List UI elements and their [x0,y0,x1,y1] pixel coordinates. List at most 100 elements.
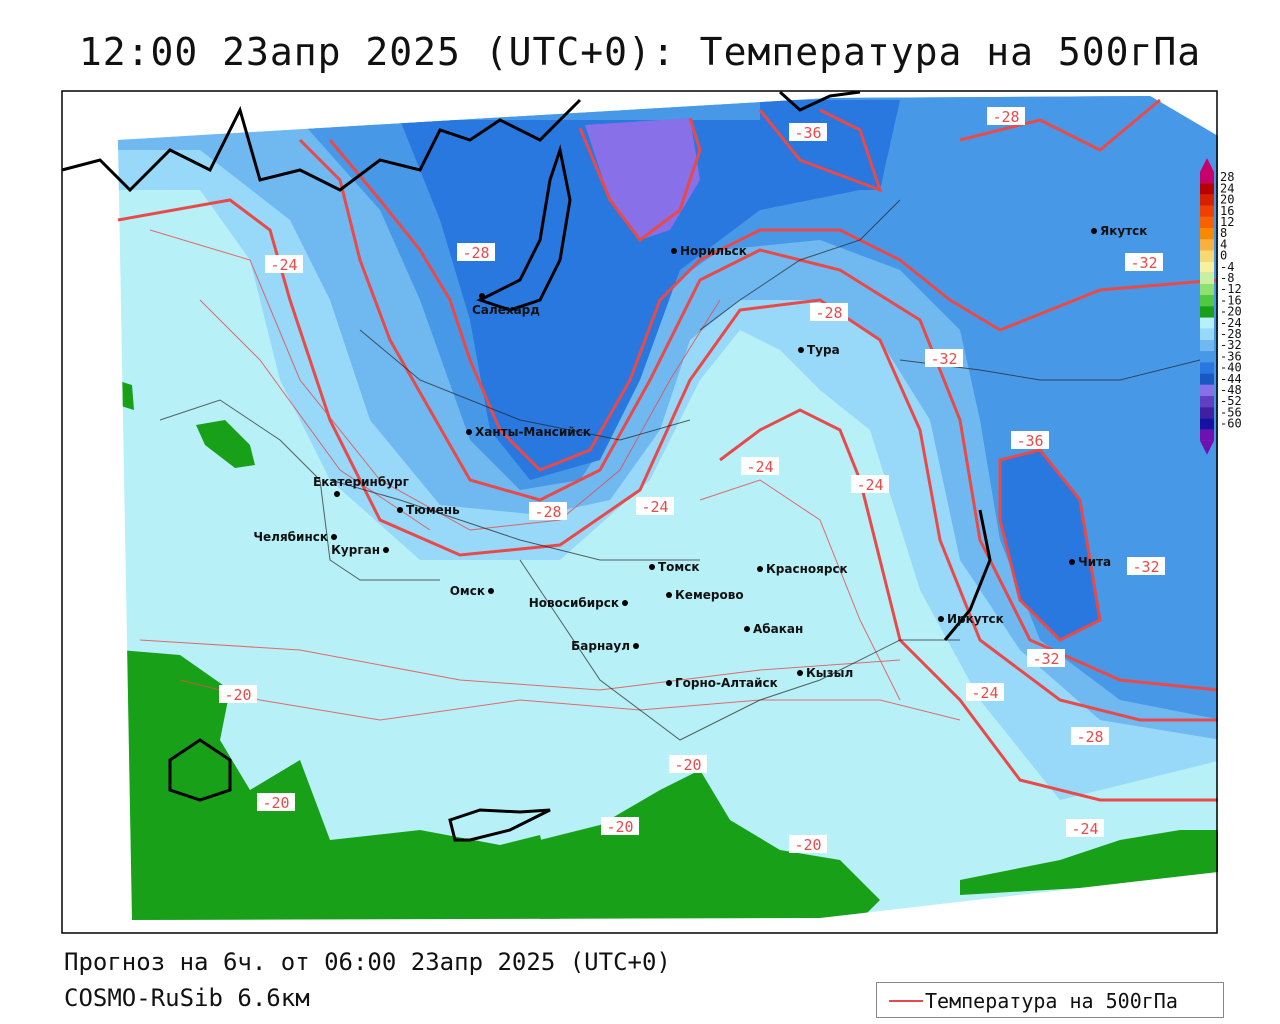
contour-label-bg [987,107,1025,125]
forecast-info: Прогноз на 6ч. от 06:00 23апр 2025 (UTC+… [64,948,671,976]
contour-label: -20 [794,836,821,854]
colorbar-tick-label: -28 [1220,327,1242,341]
city-dot [649,564,655,570]
city-dot [744,626,750,632]
colorbar-swatch [1200,317,1214,329]
city-label: Новосибирск [529,596,619,610]
contour-label: -32 [1032,650,1059,668]
contour-label: -36 [1016,432,1043,450]
city-label: Якутск [1100,224,1147,238]
colorbar-swatch [1200,306,1214,318]
contour-label-bg [966,683,1004,701]
colorbar-tick-label: 20 [1220,193,1234,207]
contour-labels: -28 -36 -28 -24 -32 -28 -32 -36 -32 -24 -24 -24 -28 -… [219,107,1165,854]
colorbar-tick-label: -12 [1220,282,1242,296]
colorbar-tick-label: 12 [1220,215,1234,229]
colorbar-tick-label: 4 [1220,237,1227,251]
contour-label: -36 [794,124,821,142]
colorbar-tick-label: -16 [1220,293,1242,307]
city-dot [938,616,944,622]
city-label: Норильск [680,244,747,258]
colorbar-swatch [1200,418,1214,430]
contour-label: -32 [930,350,957,368]
colorbar-tick-label: 8 [1220,226,1227,240]
contour-label: -28 [992,108,1019,126]
contour-label-bg [265,255,303,273]
contour-label-bg [601,817,639,835]
city-label: Екатеринбург [313,475,409,489]
city-dot [331,534,337,540]
city-dot [797,670,803,676]
colorbar-tick-label: 28 [1220,170,1234,184]
colorbar-swatch [1200,261,1214,273]
contour-label-bg [789,835,827,853]
city-label: Кызыл [806,666,853,680]
contour-label: -20 [674,756,701,774]
admin-borders [159,199,1201,741]
minor-isotherms [139,229,961,721]
city-dot [622,600,628,606]
contour-label-bg [669,755,707,773]
colorbar-swatch [1200,228,1214,240]
city-dot [666,592,672,598]
contour-label-bg [789,123,827,141]
colorbar-tick-label: -36 [1220,349,1242,363]
city-dot [1091,228,1097,234]
colorbar-tick-label: -48 [1220,383,1242,397]
contour-label: -24 [971,684,998,702]
colorbar: 2824201612840-4-8-12-16-20-24-28-32-36-4… [1200,158,1242,455]
colorbar-tick-label: -40 [1220,361,1242,375]
city-label: Омск [450,584,485,598]
contour-label: -28 [462,244,489,262]
colorbar-tick-label: -52 [1220,394,1242,408]
model-name: COSMO-RuSib 6.6км [64,984,310,1012]
contour-label-bg [925,349,963,367]
city-label: Ханты-Мансийск [475,425,591,439]
legend: Температура на 500гПа [876,982,1224,1018]
colorbar-tick-label: -60 [1220,417,1242,431]
colorbar-tick-label: -32 [1220,338,1242,352]
colorbar-swatch [1200,373,1214,385]
legend-label: Температура на 500гПа [925,989,1178,1013]
city-label: Иркутск [947,612,1004,626]
colorbar-swatch [1200,183,1214,195]
colorbar-swatch [1200,239,1214,251]
contour-label-bg [1066,819,1104,837]
colorbar-swatch [1200,340,1214,352]
colorbar-tick-label: -8 [1220,271,1234,285]
colorbar-tick-label: 16 [1220,204,1234,218]
contour-label: -24 [1071,820,1098,838]
city-dot [479,293,485,299]
colorbar-top-arrow [1200,158,1214,172]
colorbar-swatch [1200,384,1214,396]
city-label: Тюмень [406,503,460,517]
contour-label: -24 [641,498,668,516]
contour-label-bg [457,243,495,261]
colorbar-swatch [1200,284,1214,296]
city-dot [334,491,340,497]
city-label: Тура [807,343,840,357]
map-title: 12:00 23апр 2025 (UTC+0): Температура на… [78,30,1202,74]
colorbar-swatch [1200,362,1214,374]
colorbar-tick-label: -56 [1220,405,1242,419]
city-dot [671,248,677,254]
contour-label-bg [1071,727,1109,745]
colorbar-swatch [1200,407,1214,419]
city-dot [666,680,672,686]
contour-label-bg [1125,253,1163,271]
contour-label: -32 [1132,558,1159,576]
contour-label: -20 [606,818,633,836]
colorbar-tick-label: -20 [1220,305,1242,319]
colorbar-swatch [1200,172,1214,184]
contour-label-bg [810,303,848,321]
legend-line-swatch [889,1000,923,1002]
city-label: Кемерово [675,588,744,602]
colorbar-swatch [1200,328,1214,340]
contour-label-bg [219,685,257,703]
colorbar-swatch [1200,272,1214,284]
city-label: Челябинск [253,530,328,544]
colorbar-swatch [1200,396,1214,408]
city-label: Абакан [753,622,803,636]
colorbar-tick-label: -24 [1220,316,1242,330]
